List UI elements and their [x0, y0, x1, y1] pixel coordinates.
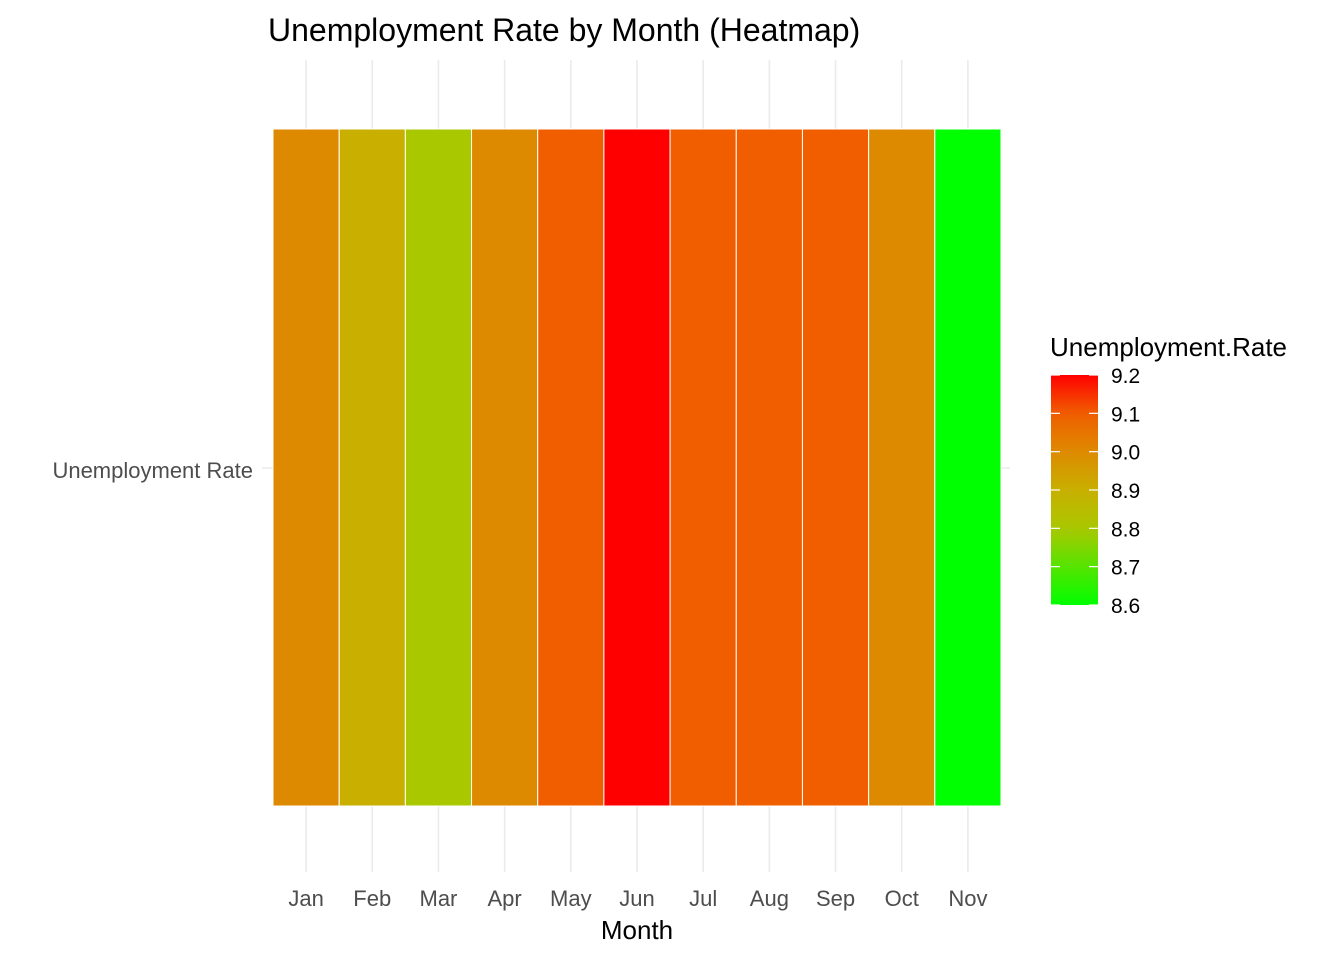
heatmap-tile-mar: [404, 128, 473, 807]
legend-ticks: 9.2 9.1 9.0 8.9 8.8 8.7 8.6: [1051, 365, 1140, 618]
legend: Unemployment.Rate 9.2 9.1 9.0 8.9 8.8 8.7 8.6: [1050, 332, 1287, 618]
legend-tick-label: 9.1: [1111, 403, 1140, 426]
heatmap-tile-may: [537, 128, 605, 807]
x-tick-label: May: [550, 886, 592, 911]
legend-tick-label: 8.6: [1111, 595, 1140, 618]
heatmap-tile-aug: [735, 128, 803, 807]
heatmap-tile-jan: [272, 128, 340, 807]
legend-tick-label: 8.7: [1111, 557, 1140, 580]
x-tick-label: Mar: [420, 886, 458, 911]
x-tick-labels: Jan Feb Mar Apr May Jun Jul Aug Sep Oct Nov: [288, 886, 987, 911]
heatmap-tiles: [272, 128, 1002, 807]
legend-tick-label: 8.9: [1111, 480, 1140, 503]
y-tick-label: Unemployment Rate: [52, 458, 253, 483]
heatmap-tile-feb: [338, 128, 406, 807]
x-tick-label: Sep: [816, 886, 855, 911]
x-tick-label: Oct: [885, 886, 919, 911]
x-tick-label: Nov: [948, 886, 987, 911]
x-tick-label: Jun: [619, 886, 654, 911]
x-tick-label: Jul: [689, 886, 717, 911]
legend-title: Unemployment.Rate: [1050, 332, 1287, 362]
heatmap-tile-sep: [801, 128, 870, 807]
x-tick-label: Jan: [288, 886, 323, 911]
x-tick-label: Aug: [750, 886, 789, 911]
heatmap-tile-apr: [471, 128, 539, 807]
legend-tick-label: 9.2: [1111, 365, 1140, 388]
chart-title: Unemployment Rate by Month (Heatmap): [268, 12, 860, 48]
legend-tick-label: 9.0: [1111, 442, 1140, 465]
heatmap-tile-oct: [868, 128, 936, 807]
x-tick-label: Feb: [353, 886, 391, 911]
x-axis-title: Month: [601, 915, 673, 945]
x-tick-label: Apr: [488, 886, 522, 911]
heatmap-tile-nov: [934, 128, 1002, 807]
legend-tick-label: 8.8: [1111, 518, 1140, 541]
heatmap-tile-jun: [603, 128, 671, 807]
heatmap-tile-jul: [669, 128, 737, 807]
